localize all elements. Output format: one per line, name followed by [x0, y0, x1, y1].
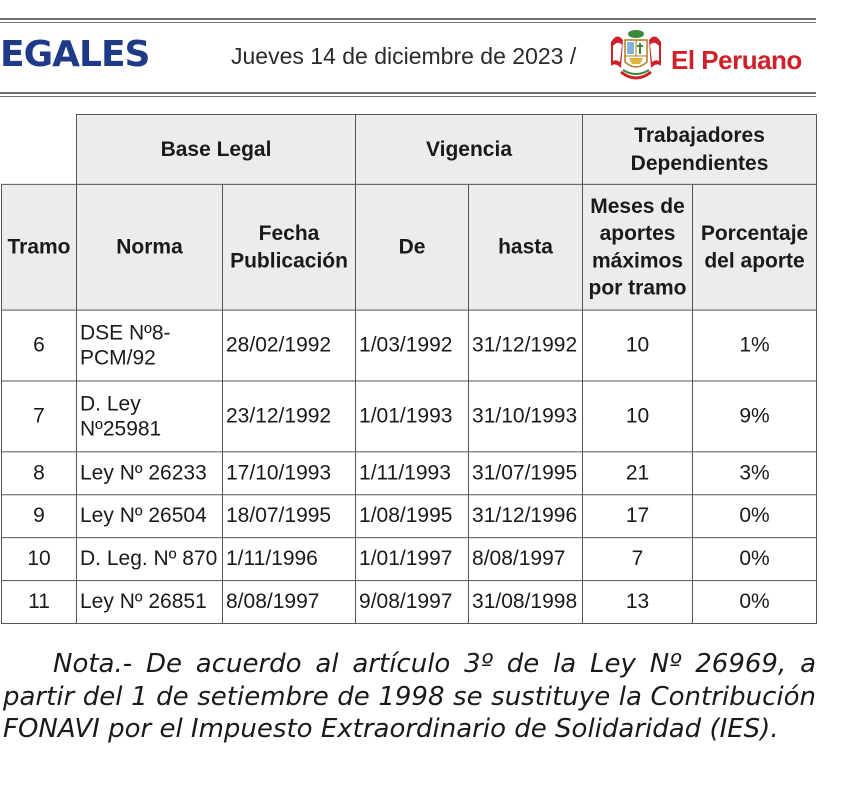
top-rule-thin	[0, 22, 816, 23]
table-row: 8 Ley Nº 26233 17/10/1993 1/11/1993 31/0…	[1, 451, 818, 496]
cell-meses: 7	[582, 537, 694, 582]
cell-tramo: 6	[1, 309, 77, 382]
cell-fecha: 1/11/1996	[221, 537, 357, 582]
cell-meses: 21	[582, 451, 694, 496]
cell-de: 1/01/1997	[355, 537, 470, 582]
header-bottom-rule	[0, 92, 816, 94]
cell-porcentaje: 3%	[692, 451, 818, 496]
group-header-base-legal: Base Legal	[75, 114, 357, 185]
cell-norma: D. Ley Nº25981	[76, 380, 223, 453]
table-row: 11 Ley Nº 26851 8/08/1997 9/08/1997 31/0…	[1, 580, 818, 624]
column-header-meses: Meses de aportes máximos por tramo	[582, 183, 694, 311]
cell-porcentaje: 1%	[692, 309, 818, 382]
column-header-hasta: hasta	[468, 183, 584, 311]
column-header-norma: Norma	[76, 183, 223, 311]
top-rule	[0, 18, 816, 20]
cell-porcentaje: 9%	[692, 380, 818, 453]
cell-de: 1/03/1992	[355, 309, 470, 382]
cell-porcentaje: 0%	[692, 537, 818, 582]
cell-de: 1/08/1995	[355, 494, 470, 539]
cell-tramo: 8	[1, 451, 77, 496]
data-table: Base Legal Vigencia Trabajadores Dependi…	[1, 114, 818, 624]
note-text: Nota.- De acuerdo al artículo 3º de la L…	[3, 649, 816, 744]
cell-meses: 10	[582, 309, 694, 382]
cell-fecha: 8/08/1997	[221, 580, 357, 624]
column-header-tramo: Tramo	[1, 183, 77, 311]
cell-norma: Ley Nº 26233	[76, 451, 223, 496]
header-corner	[1, 114, 77, 185]
cell-meses: 13	[582, 580, 694, 624]
cell-hasta: 31/12/1992	[468, 309, 584, 382]
cell-hasta: 8/08/1997	[468, 537, 584, 582]
cell-norma: DSE Nº8-PCM/92	[76, 309, 223, 382]
cell-fecha: 28/02/1992	[221, 309, 357, 382]
section-title: EGALES	[0, 34, 150, 75]
group-header-vigencia: Vigencia	[355, 114, 584, 185]
cell-meses: 10	[582, 380, 694, 453]
table-row: 6 DSE Nº8-PCM/92 28/02/1992 1/03/1992 31…	[1, 309, 818, 382]
cell-hasta: 31/07/1995	[468, 451, 584, 496]
cell-hasta: 31/12/1996	[468, 494, 584, 539]
cell-de: 1/11/1993	[355, 451, 470, 496]
cell-hasta: 31/08/1998	[468, 580, 584, 624]
cell-fecha: 18/07/1995	[221, 494, 357, 539]
cell-de: 1/01/1993	[355, 380, 470, 453]
cell-norma: Ley Nº 26851	[76, 580, 223, 624]
cell-porcentaje: 0%	[692, 580, 818, 624]
column-header-de: De	[355, 183, 470, 311]
cell-tramo: 11	[1, 580, 77, 624]
cell-tramo: 10	[1, 537, 77, 582]
cell-norma: D. Leg. Nº 870	[76, 537, 223, 582]
table-row: 10 D. Leg. Nº 870 1/11/1996 1/01/1997 8/…	[1, 537, 818, 582]
cell-meses: 17	[582, 494, 694, 539]
cell-fecha: 17/10/1993	[221, 451, 357, 496]
coat-of-arms-icon	[611, 30, 661, 80]
table-row: 7 D. Ley Nº25981 23/12/1992 1/01/1993 31…	[1, 380, 818, 453]
table-row: 9 Ley Nº 26504 18/07/1995 1/08/1995 31/1…	[1, 494, 818, 539]
header-bottom-rule-thin	[0, 96, 816, 97]
cell-tramo: 7	[1, 380, 77, 453]
cell-hasta: 31/10/1993	[468, 380, 584, 453]
group-header-trabajadores: Trabajadores Dependientes	[582, 114, 818, 185]
footnote: Nota.- De acuerdo al artículo 3º de la L…	[3, 648, 816, 746]
column-header-porcentaje: Porcentaje del aporte	[692, 183, 818, 311]
cell-fecha: 23/12/1992	[221, 380, 357, 453]
column-header-fecha: Fecha Publicación	[221, 183, 357, 311]
cell-norma: Ley Nº 26504	[76, 494, 223, 539]
cell-porcentaje: 0%	[692, 494, 818, 539]
cell-de: 9/08/1997	[355, 580, 470, 624]
issue-date: Jueves 14 de diciembre de 2023 /	[231, 43, 577, 69]
cell-tramo: 9	[1, 494, 77, 539]
brand-logo-text: El Peruano	[671, 45, 802, 75]
